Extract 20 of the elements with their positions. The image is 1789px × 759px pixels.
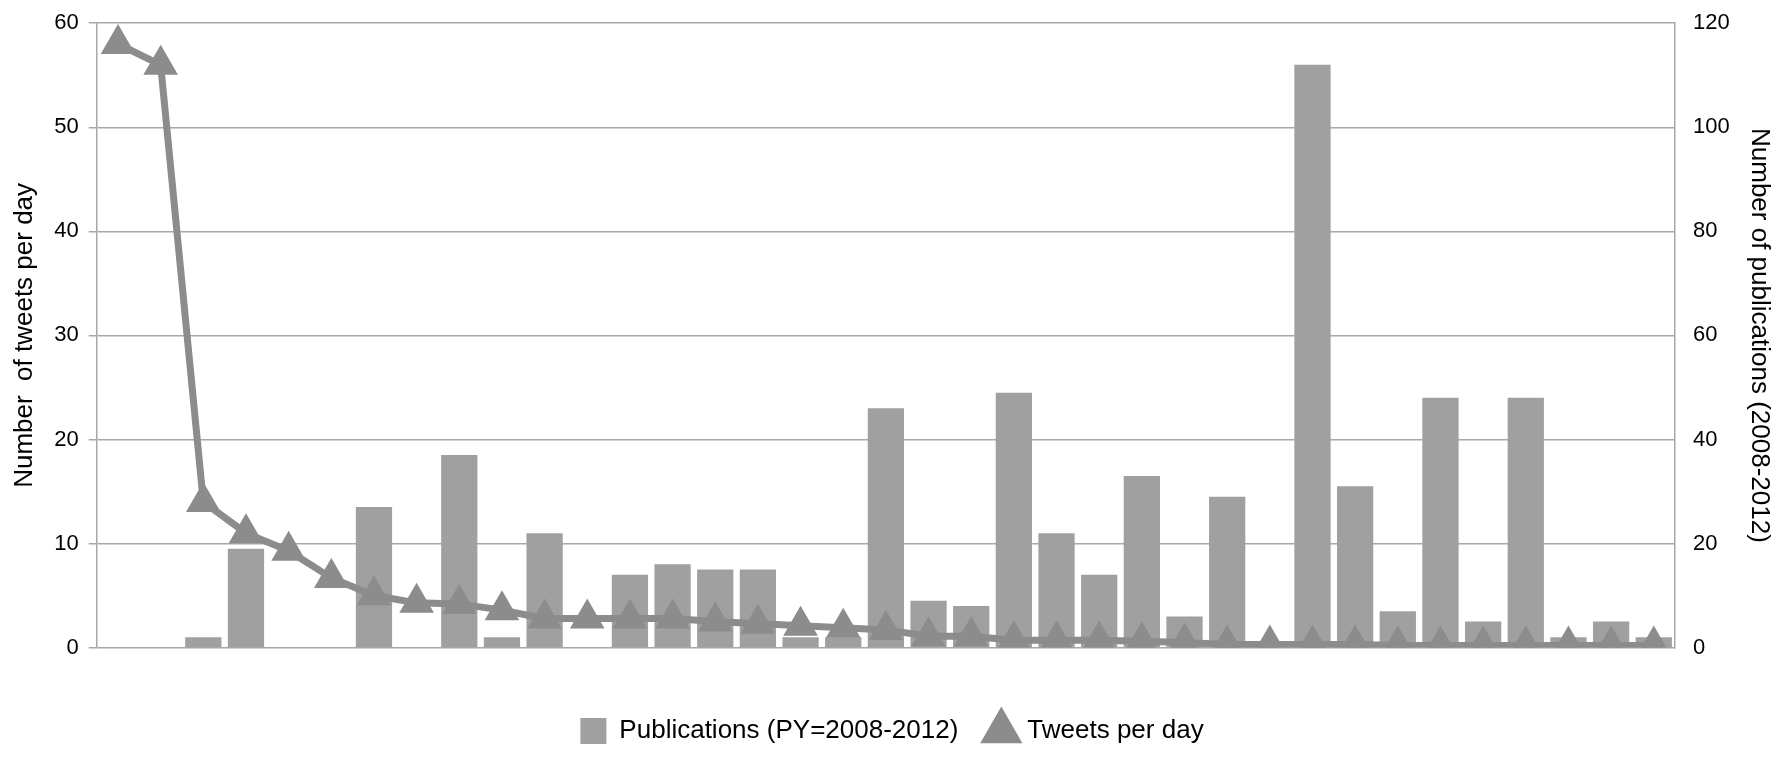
y-tick-label: 30 (54, 321, 79, 347)
y-axis-title: Number of tweets per day (7, 182, 38, 488)
y-tick-label: 0 (66, 633, 79, 659)
y2-tick-label: 0 (1693, 633, 1706, 659)
point (998, 621, 1030, 648)
legend-label: Publications (PY=2008-2012) (619, 714, 959, 745)
legend-label: Tweets per day (1027, 714, 1204, 745)
y-tick-label: 50 (54, 113, 79, 139)
point (527, 599, 562, 629)
y2-tick-label: 60 (1693, 321, 1718, 347)
y-tick-label: 40 (54, 217, 79, 243)
y2-tick-label: 20 (1693, 529, 1718, 555)
y2-tick-label: 80 (1693, 217, 1718, 243)
y-tick-label: 20 (54, 425, 79, 451)
y2-tick-label: 100 (1693, 113, 1730, 139)
y2-axis-title: Number of publications (2008-2012) (1746, 128, 1777, 543)
y-tick-label: 60 (54, 9, 79, 35)
y2-tick-label: 40 (1693, 425, 1718, 451)
y-tick-label: 10 (54, 529, 79, 555)
y2-tick-label: 120 (1693, 9, 1730, 35)
